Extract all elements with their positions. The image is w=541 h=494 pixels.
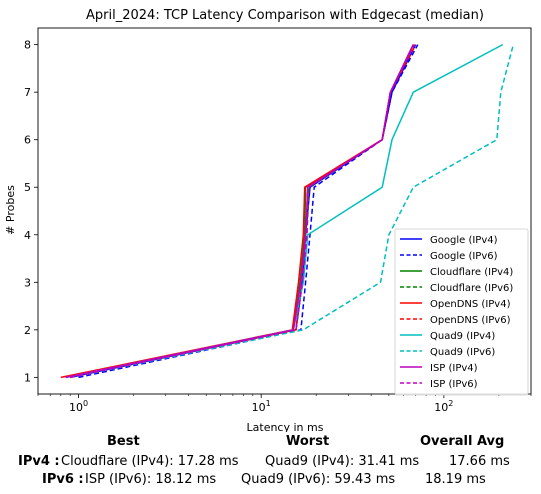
legend-label: Cloudflare (IPv4) [430,267,513,278]
series-line-2 [79,45,418,378]
series-line-10 [70,45,414,378]
ipv6-avg: 18.19 ms [425,472,486,487]
chart-title: April_2024: TCP Latency Comparison with … [86,8,484,23]
legend-label: OpenDNS (IPv6) [430,315,511,326]
x-tick-label: 102 [434,399,453,414]
legend-label: ISP (IPv4) [430,363,478,374]
series-line-6 [66,45,416,378]
x-tick-label: 101 [252,399,271,414]
y-tick-label: 8 [24,39,31,52]
legend-label: OpenDNS (IPv4) [430,299,511,310]
y-tick-label: 7 [24,86,31,99]
ipv6-label: IPv6 : [42,472,84,487]
latency-chart: April_2024: TCP Latency Comparison with … [0,0,541,432]
series-line-9 [66,45,414,378]
legend: Google (IPv4) Google (IPv6) Cloudflare (IP… [395,229,528,395]
legend-label: Google (IPv6) [430,251,498,262]
ipv4-row: IPv4 : [18,454,60,469]
series-line-5 [61,45,414,378]
y-tick-label: 1 [24,371,31,384]
y-tick-label: 3 [24,276,31,289]
series-line-4 [70,45,414,378]
ipv4-label: IPv4 : [18,454,60,469]
avg-header: Overall Avg [420,434,504,449]
ipv4-best: Cloudflare (IPv4): 17.28 ms [61,454,239,469]
ipv6-row: IPv6 : [42,472,84,487]
legend-label: ISP (IPv6) [430,379,478,390]
legend-label: Google (IPv4) [430,235,498,246]
y-tick-label: 4 [24,229,31,242]
legend-label: Cloudflare (IPv6) [430,283,513,294]
x-tick-label: 100 [69,399,88,414]
ipv6-best: ISP (IPv6): 18.12 ms [85,472,216,487]
x-axis-label: Latency in ms [247,421,324,432]
series-line-3 [66,45,414,378]
ipv6-worst: Quad9 (IPv6): 59.43 ms [241,472,395,487]
y-tick-label: 5 [24,181,31,194]
y-tick-label: 2 [24,324,31,337]
worst-header: Worst [286,434,329,449]
series-line-1 [70,45,415,378]
legend-label: Quad9 (IPv6) [430,347,495,358]
ipv4-worst: Quad9 (IPv4): 31.41 ms [265,454,419,469]
legend-label: Quad9 (IPv4) [430,331,495,342]
y-axis-label: # Probes [4,185,17,235]
ipv4-avg: 17.66 ms [449,454,510,469]
best-header: Best [107,434,140,449]
y-tick-label: 6 [24,134,31,147]
